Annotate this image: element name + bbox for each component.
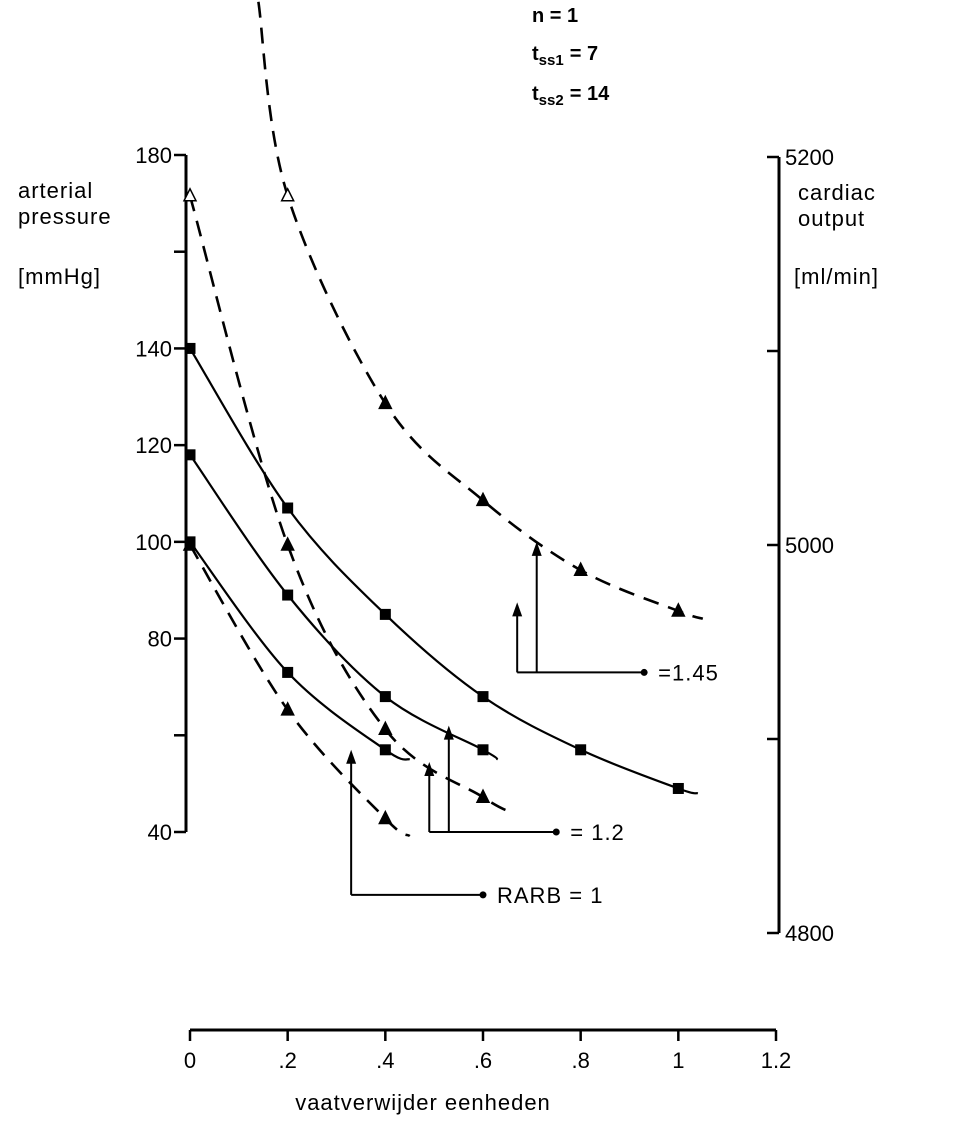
callout-leader-dot bbox=[479, 891, 487, 899]
pressure-data-point bbox=[379, 691, 391, 703]
x-tick-label: 1 bbox=[672, 1048, 684, 1073]
series-label: = 1.2 bbox=[570, 820, 625, 845]
x-tick-label: .2 bbox=[278, 1048, 296, 1073]
arterial-pressure-curve-1 bbox=[189, 541, 411, 761]
right-y-tick-label: 5000 bbox=[785, 533, 834, 558]
curves bbox=[188, 1, 704, 838]
left-y-tick-label: 140 bbox=[135, 336, 172, 361]
pressure-data-point bbox=[575, 744, 587, 756]
callout-leader-dot bbox=[640, 668, 648, 676]
callouts: RARB = 1 = 1.2 =1.45 bbox=[346, 541, 719, 908]
left-y-tick-label: 100 bbox=[135, 530, 172, 555]
pressure-data-point bbox=[282, 666, 294, 678]
pressure-data-point bbox=[184, 449, 196, 461]
x-tick-label: 1.2 bbox=[761, 1048, 792, 1073]
callout-target-arrowhead bbox=[512, 602, 523, 617]
right-y-axis-title-line1: cardiac bbox=[798, 180, 876, 205]
cardiac-output-curve-5 bbox=[188, 195, 513, 814]
callout-arrowhead bbox=[346, 749, 357, 764]
output-data-point bbox=[280, 536, 295, 551]
pressure-data-point bbox=[477, 744, 489, 756]
right-y-tick-label: 5200 bbox=[785, 145, 834, 170]
output-data-point bbox=[378, 720, 393, 736]
pressure-data-point bbox=[477, 691, 489, 703]
output-data-point bbox=[280, 701, 295, 716]
right-y-tick-label: 4800 bbox=[785, 921, 834, 946]
callout-arrowhead bbox=[443, 725, 454, 740]
x-axis-title: vaatverwijder eenheden bbox=[295, 1090, 551, 1115]
left-y-axis-title-line2: pressure bbox=[18, 204, 112, 229]
right-y-axis-unit: [ml/min] bbox=[794, 264, 879, 289]
left-y-tick-label: 120 bbox=[135, 433, 172, 458]
left-y-tick-label: 80 bbox=[148, 627, 172, 652]
output-data-point bbox=[182, 187, 198, 202]
pressure-data-point bbox=[379, 608, 391, 620]
left-y-tick-label: 180 bbox=[135, 143, 172, 168]
param-tss2: tss2 = 14 bbox=[532, 83, 610, 109]
x-tick-label: .8 bbox=[571, 1048, 589, 1073]
output-data-point bbox=[378, 809, 393, 825]
right-y-axis-title-line2: output bbox=[798, 206, 865, 231]
pressure-data-point bbox=[282, 502, 294, 514]
pressure-data-point bbox=[379, 744, 391, 756]
pressure-data-point bbox=[184, 342, 196, 354]
output-data-point bbox=[671, 602, 686, 617]
callout-target-arrowhead bbox=[424, 762, 435, 776]
left-y-tick-label: 40 bbox=[148, 820, 172, 845]
x-tick-label: .4 bbox=[376, 1048, 394, 1073]
callout-arrowhead bbox=[531, 541, 542, 556]
arterial-pressure-curve-3 bbox=[189, 347, 699, 795]
x-tick-label: .6 bbox=[474, 1048, 492, 1073]
output-data-point bbox=[475, 788, 491, 803]
output-data-point bbox=[573, 561, 588, 576]
cardiac-output-curve-4 bbox=[188, 544, 411, 838]
series-label: RARB = 1 bbox=[497, 883, 603, 908]
output-data-point bbox=[378, 394, 393, 410]
parameter-block: n = 1 tss1 = 7 tss2 = 14 bbox=[532, 5, 610, 109]
param-tss1: tss1 = 7 bbox=[532, 43, 598, 69]
x-tick-label: 0 bbox=[184, 1048, 196, 1073]
callout-leader-dot bbox=[552, 828, 560, 836]
param-n: n = 1 bbox=[532, 5, 578, 27]
pressure-data-point bbox=[672, 782, 684, 794]
cardiac-output-curve-6 bbox=[257, 1, 704, 620]
left-y-axis-title-line1: arterial bbox=[18, 178, 93, 203]
series-label: =1.45 bbox=[658, 660, 719, 685]
markers bbox=[182, 187, 686, 825]
pressure-data-point bbox=[282, 589, 294, 601]
output-data-point bbox=[475, 491, 491, 507]
output-data-point bbox=[280, 187, 295, 202]
output-data-point bbox=[182, 536, 198, 551]
left-y-axis-unit: [mmHg] bbox=[18, 264, 101, 289]
